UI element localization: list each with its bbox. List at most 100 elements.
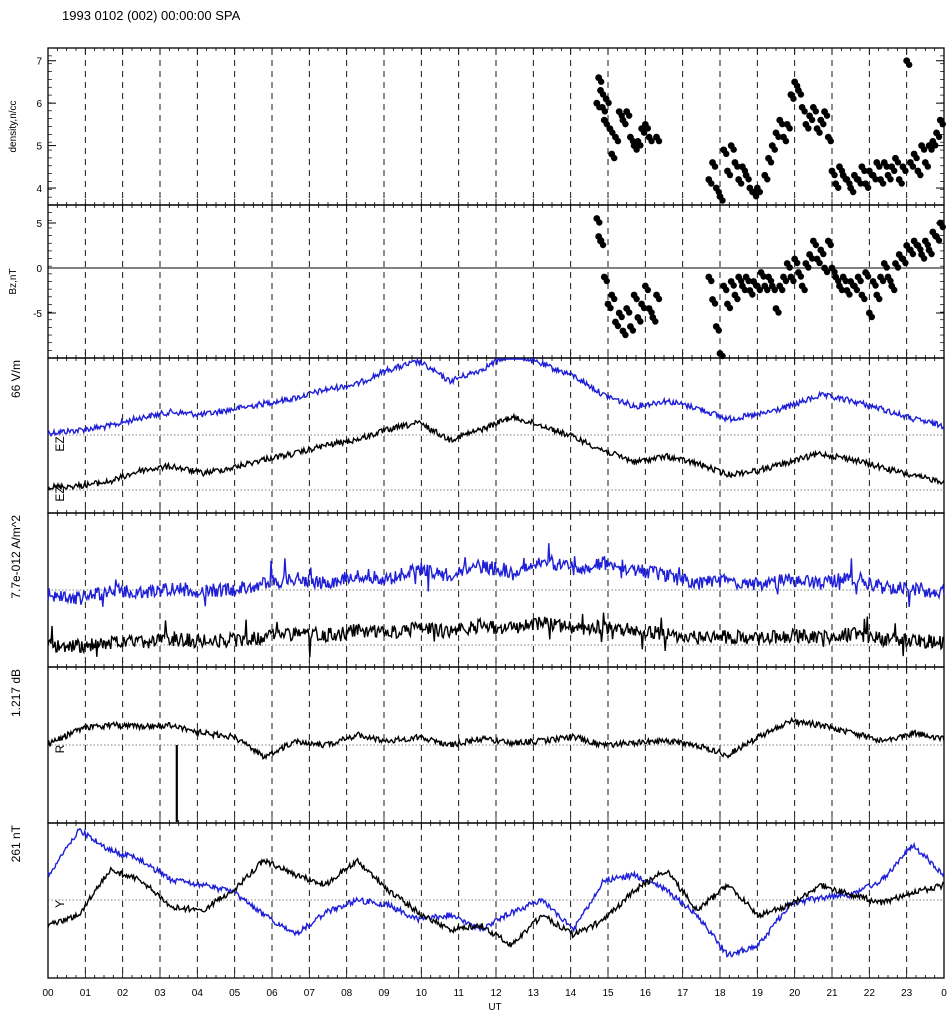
data-point bbox=[745, 277, 752, 285]
data-point bbox=[756, 188, 764, 196]
x-tick-label: 20 bbox=[789, 988, 801, 999]
data-point bbox=[842, 277, 849, 285]
data-point bbox=[625, 112, 633, 119]
data-point bbox=[741, 286, 749, 294]
series-line bbox=[47, 857, 945, 948]
data-point bbox=[734, 163, 741, 170]
data-point bbox=[622, 120, 629, 128]
series-line bbox=[47, 612, 945, 658]
data-point bbox=[708, 180, 715, 187]
data-point bbox=[932, 142, 939, 149]
data-point bbox=[652, 318, 659, 325]
panel-density: 4 5 6 7 density,n/cc bbox=[8, 47, 946, 206]
panel-ratio: 1.217 dB R bbox=[9, 666, 945, 824]
data-point bbox=[614, 322, 622, 330]
data-point bbox=[902, 259, 909, 267]
data-point bbox=[879, 180, 887, 187]
x-tick-label: 02 bbox=[117, 988, 129, 999]
data-point bbox=[835, 277, 842, 285]
y-tick-label: 7 bbox=[36, 57, 42, 68]
series-line bbox=[47, 357, 945, 438]
data-point bbox=[879, 277, 887, 285]
data-point bbox=[648, 309, 655, 316]
x-tick-label: 16 bbox=[640, 988, 652, 999]
data-point bbox=[820, 120, 827, 128]
data-point bbox=[782, 277, 790, 285]
panel-frame bbox=[47, 204, 945, 359]
data-point bbox=[749, 291, 756, 298]
x-tick-label: 23 bbox=[901, 988, 913, 999]
data-point bbox=[935, 237, 943, 244]
data-point bbox=[898, 180, 905, 187]
data-point bbox=[887, 176, 894, 183]
data-point bbox=[894, 159, 902, 166]
x-tick-label: 07 bbox=[304, 988, 316, 999]
data-point bbox=[924, 163, 932, 170]
data-point bbox=[637, 142, 644, 149]
data-point bbox=[614, 137, 622, 145]
series-line bbox=[47, 543, 945, 607]
data-point bbox=[823, 268, 831, 276]
data-point bbox=[808, 116, 816, 124]
data-point bbox=[805, 264, 812, 271]
data-point bbox=[775, 133, 782, 141]
data-point bbox=[913, 154, 920, 162]
x-tick-label: 08 bbox=[341, 988, 353, 999]
y-tick-label: -5 bbox=[33, 309, 42, 320]
x-tick-label: 17 bbox=[677, 988, 689, 999]
data-point bbox=[801, 286, 808, 294]
data-point bbox=[786, 125, 793, 132]
x-tick-label: 12 bbox=[490, 988, 502, 999]
data-point bbox=[648, 137, 655, 145]
data-point bbox=[920, 255, 928, 262]
data-point bbox=[734, 295, 741, 303]
data-point bbox=[756, 286, 764, 294]
trace-label: EZ bbox=[53, 486, 67, 501]
y-axis-label: Bz,nT bbox=[8, 268, 19, 294]
x-axis: UT 00 01 02 03 04 05 06 07 08 09 10 11 12 13 14 15 16 17 1… bbox=[42, 988, 947, 1013]
data-point bbox=[797, 273, 805, 280]
data-point bbox=[767, 277, 775, 285]
data-point bbox=[823, 112, 831, 119]
data-point bbox=[633, 295, 640, 303]
data-point bbox=[637, 318, 644, 325]
data-point bbox=[723, 150, 730, 158]
data-point bbox=[779, 120, 786, 128]
x-tick-label: 09 bbox=[378, 988, 390, 999]
data-point bbox=[611, 295, 618, 303]
panel-bz: -5 0 5 Bz,nT bbox=[8, 204, 946, 360]
y-tick-label: 6 bbox=[36, 99, 42, 110]
data-point bbox=[864, 273, 872, 280]
data-point bbox=[864, 184, 872, 191]
x-tick-label: 10 bbox=[416, 988, 428, 999]
data-point bbox=[611, 154, 618, 162]
y-axis-label: 1.217 dB bbox=[9, 669, 23, 717]
data-point bbox=[928, 146, 935, 153]
data-point bbox=[790, 277, 797, 285]
y-axis-label: 66 V/m bbox=[9, 360, 23, 398]
data-point bbox=[779, 286, 786, 294]
data-point bbox=[808, 255, 816, 262]
chart-title: 1993 0102 (002) 00:00:00 SPA bbox=[62, 8, 241, 23]
data-point bbox=[853, 286, 861, 294]
data-point bbox=[917, 171, 924, 179]
data-point bbox=[816, 259, 823, 267]
data-point bbox=[849, 188, 857, 196]
data-point bbox=[711, 300, 719, 307]
panel-current: 7.7e-012 A/m^2 bbox=[9, 512, 945, 668]
y-tick-label: 5 bbox=[36, 142, 42, 153]
x-tick-label: 0 bbox=[941, 988, 947, 999]
data-point bbox=[861, 295, 868, 303]
data-point bbox=[711, 163, 719, 170]
data-point bbox=[760, 273, 767, 280]
data-point bbox=[872, 176, 879, 183]
trace-label: R bbox=[53, 744, 67, 753]
data-point bbox=[891, 167, 898, 175]
x-tick-label: 11 bbox=[453, 988, 464, 999]
panel-ez: 66 V/m EZ EZ bbox=[9, 357, 945, 514]
data-point bbox=[618, 313, 625, 321]
data-point bbox=[939, 223, 946, 231]
y-axis-label: 7.7e-012 A/m^2 bbox=[9, 515, 23, 599]
series-line bbox=[47, 716, 945, 761]
